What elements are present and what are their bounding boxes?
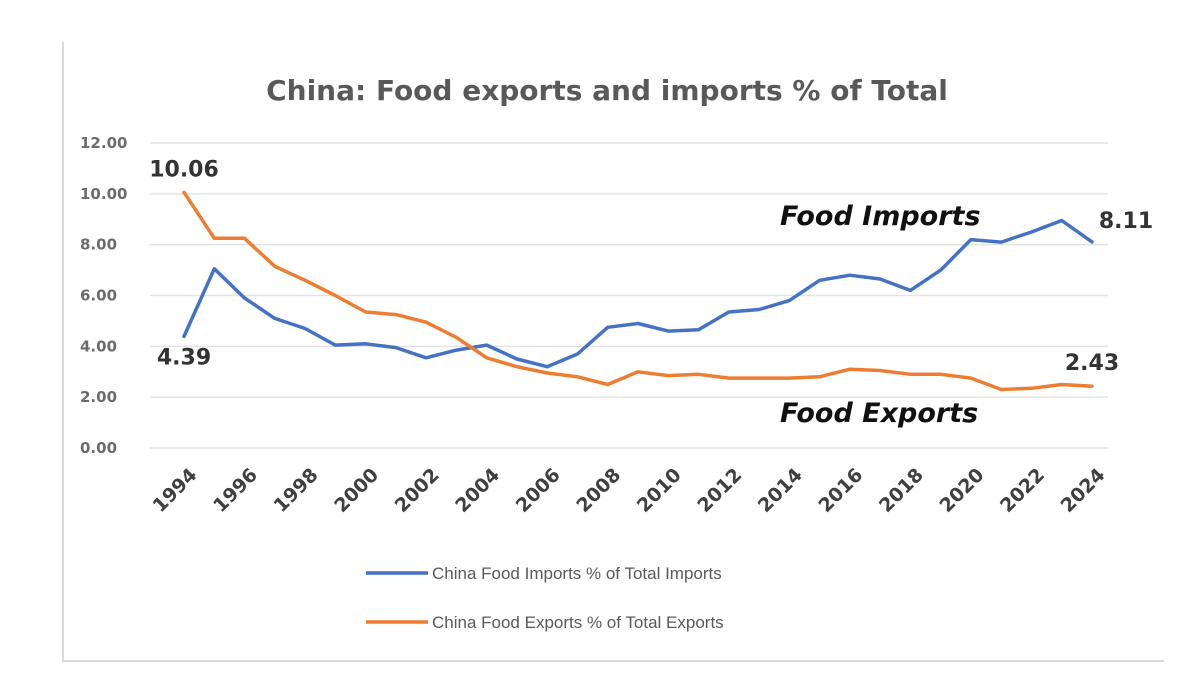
- y-tick-label: 0.00: [80, 439, 117, 457]
- chart-frame: [62, 42, 1164, 662]
- y-tick-label: 6.00: [80, 287, 117, 305]
- x-tick-label: 2018: [875, 464, 928, 517]
- annotation-food-exports: Food Exports: [780, 398, 978, 429]
- y-axis-ticks: 0.00 2.00 4.00 6.00 8.00 10.00 12.00: [80, 134, 127, 457]
- x-tick-label: 2022: [996, 464, 1049, 517]
- y-tick-label: 4.00: [80, 337, 117, 355]
- legend-label-imports: China Food Imports % of Total Imports: [432, 564, 722, 583]
- x-tick-label: 2000: [330, 464, 383, 517]
- data-labels: 10.06 4.39 8.11 2.43: [149, 157, 1153, 376]
- y-tick-label: 8.00: [80, 236, 117, 254]
- chart-title: China: Food exports and imports % of Tot…: [266, 74, 948, 107]
- series-line-imports: [182, 218, 1094, 369]
- x-tick-label: 2014: [754, 464, 807, 517]
- x-tick-label: 2016: [814, 464, 867, 517]
- y-tick-label: 10.00: [80, 185, 127, 203]
- x-tick-label: 1998: [270, 464, 323, 517]
- data-label: 10.06: [149, 157, 219, 182]
- x-tick-label: 2004: [451, 464, 504, 517]
- x-tick-label: 2024: [1057, 464, 1110, 517]
- x-tick-label: 1994: [149, 464, 202, 517]
- x-tick-label: 2008: [572, 464, 625, 517]
- gridlines: [150, 142, 1108, 449]
- x-tick-label: 2010: [633, 464, 686, 517]
- data-label: 4.39: [157, 345, 211, 370]
- annotations: Food Imports Food Exports: [780, 201, 981, 429]
- legend: China Food Imports % of Total Imports Ch…: [366, 564, 724, 632]
- x-tick-label: 1996: [209, 464, 262, 517]
- x-axis-ticks: 1994 1996 1998 2000 2002 2004 2006 2008 2010 2012…: [149, 464, 1110, 517]
- data-label: 8.11: [1099, 209, 1153, 234]
- y-tick-label: 2.00: [80, 388, 117, 406]
- x-tick-label: 2006: [512, 464, 565, 517]
- data-label: 2.43: [1065, 351, 1119, 376]
- legend-label-exports: China Food Exports % of Total Exports: [432, 613, 724, 632]
- x-tick-label: 2002: [391, 464, 444, 517]
- x-tick-label: 2012: [693, 464, 746, 517]
- x-tick-label: 2020: [936, 464, 989, 517]
- annotation-food-imports: Food Imports: [780, 201, 981, 232]
- series-line-exports: [182, 190, 1094, 392]
- plot-series: [182, 190, 1094, 392]
- y-tick-label: 12.00: [80, 134, 127, 152]
